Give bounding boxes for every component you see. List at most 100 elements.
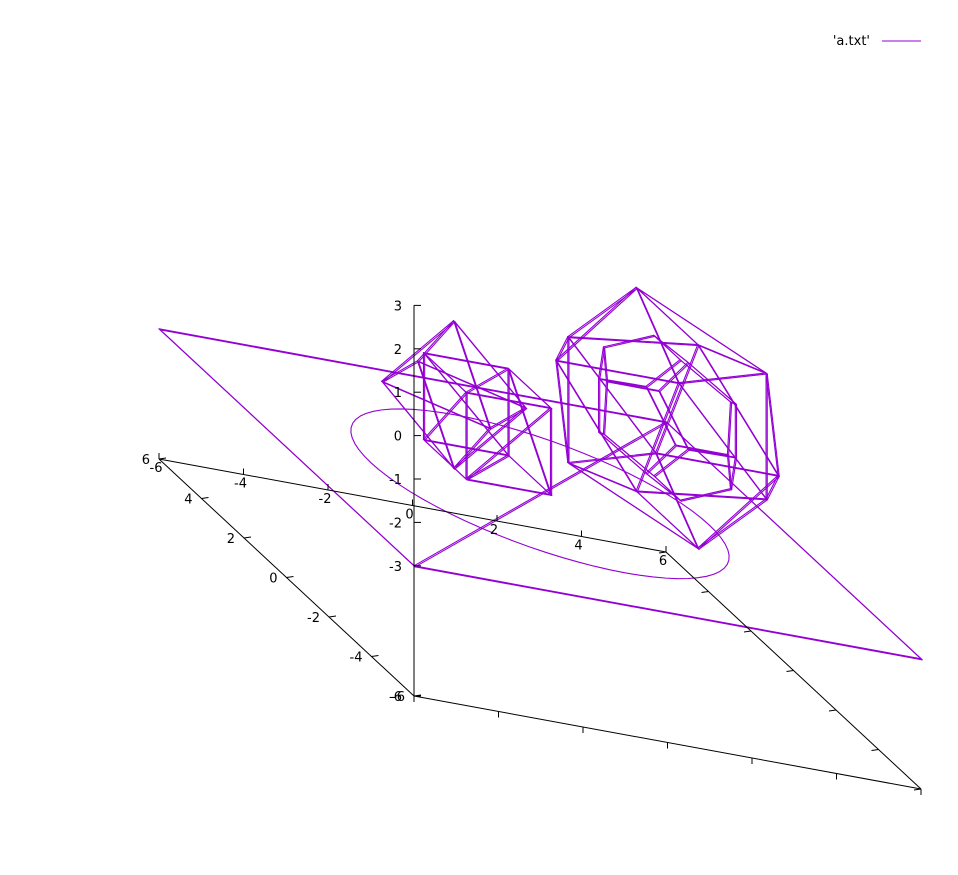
series-edge — [556, 337, 570, 362]
series-edge — [604, 434, 656, 478]
series-edge — [646, 445, 677, 475]
x-tick-label: 2 — [490, 523, 498, 538]
series-edge — [731, 457, 738, 491]
series-edge — [636, 287, 700, 347]
y-tick-mark — [328, 615, 337, 618]
series-edge — [678, 373, 768, 385]
series-edge — [465, 454, 509, 480]
series-edge — [604, 347, 609, 383]
series-edge — [567, 286, 637, 338]
series-edge — [658, 390, 689, 450]
series-edge — [656, 453, 780, 477]
series-edge — [418, 361, 456, 470]
series-edge — [382, 321, 456, 383]
series-edge — [382, 381, 456, 470]
legend-entry-label: 'a.txt' — [833, 34, 870, 49]
series-edge — [598, 346, 604, 379]
legend: 'a.txt' — [833, 34, 921, 49]
series-edge — [568, 462, 700, 550]
series-edge — [654, 476, 682, 502]
z-tick-label: 0 — [394, 430, 402, 445]
series-edge — [728, 402, 733, 457]
series-edge — [454, 321, 492, 430]
series-edge — [452, 320, 491, 429]
z-tick-label: -6 — [389, 690, 402, 705]
series-edge — [658, 361, 689, 392]
series-object-icosahedron — [555, 286, 780, 550]
series-edge — [414, 566, 923, 661]
series-edge — [636, 491, 700, 550]
series-edge — [636, 383, 681, 493]
series-edge — [424, 353, 510, 457]
series-edge — [508, 368, 553, 410]
series-edge — [599, 432, 648, 475]
series-object-octahedron — [381, 320, 528, 470]
y-tick-mark-back — [658, 551, 667, 554]
x-tick-label: -4 — [234, 477, 247, 492]
x-tick-label: 6 — [659, 554, 667, 569]
y-tick-mark — [201, 497, 209, 499]
series-edge — [607, 381, 661, 393]
series-edge — [568, 287, 638, 339]
series-edge — [679, 488, 731, 501]
series-object-dodecahedron — [598, 334, 738, 502]
series-edge — [646, 386, 677, 447]
series-edge — [645, 359, 681, 387]
y-tick-mark — [158, 457, 167, 460]
series-edge — [556, 360, 570, 465]
series-edge — [466, 479, 553, 497]
series-edge — [413, 565, 922, 660]
series-edge — [654, 344, 699, 454]
series-edge — [159, 329, 416, 568]
series-edge — [726, 401, 731, 456]
series-edge — [381, 320, 455, 382]
y-tick-mark-back — [743, 630, 752, 633]
series-edge — [602, 380, 607, 435]
series-edge — [466, 455, 510, 481]
series-edge — [698, 345, 768, 375]
series-edge — [568, 337, 658, 455]
series-edge — [555, 359, 569, 464]
z-tick-label: 3 — [394, 299, 402, 314]
series-edge — [646, 360, 682, 388]
series-edge — [766, 475, 780, 501]
series-edge — [382, 361, 420, 383]
series-edge — [424, 353, 468, 394]
series-edge — [636, 287, 768, 375]
z-tick-label: 2 — [394, 343, 402, 358]
series-edge — [382, 381, 492, 430]
series-edge — [654, 335, 690, 364]
y-tick-label: -4 — [350, 651, 363, 666]
series-edge — [466, 368, 510, 394]
series-edge — [465, 407, 552, 480]
series-edge — [466, 408, 553, 481]
y-tick-label: 2 — [227, 532, 235, 547]
series-edge — [678, 383, 768, 501]
series-edge — [556, 360, 638, 493]
series-edge — [424, 353, 510, 370]
y-tick-mark — [286, 576, 294, 578]
y-tick-mark-back — [828, 709, 837, 712]
series-edge — [698, 499, 768, 550]
series-edge — [556, 360, 681, 385]
z-tick-label: -1 — [389, 473, 402, 488]
series-edge — [688, 362, 738, 406]
series-edge — [568, 462, 638, 493]
x-tick-label: 0 — [405, 508, 413, 523]
series-edge — [654, 449, 690, 478]
y-tick-mark — [243, 536, 252, 539]
y-tick-label: 0 — [269, 572, 277, 587]
series-edge — [765, 474, 779, 500]
series-edge — [422, 391, 467, 441]
series-edge — [424, 392, 468, 442]
series-edge — [599, 347, 606, 380]
series-edge — [598, 377, 647, 387]
series-edge — [729, 456, 736, 490]
series-layer — [158, 286, 923, 661]
series-edge — [555, 336, 569, 361]
series-edge — [635, 382, 679, 492]
y-tick-label: 6 — [142, 453, 150, 468]
series-edge — [680, 360, 733, 404]
series-edge — [656, 345, 700, 455]
